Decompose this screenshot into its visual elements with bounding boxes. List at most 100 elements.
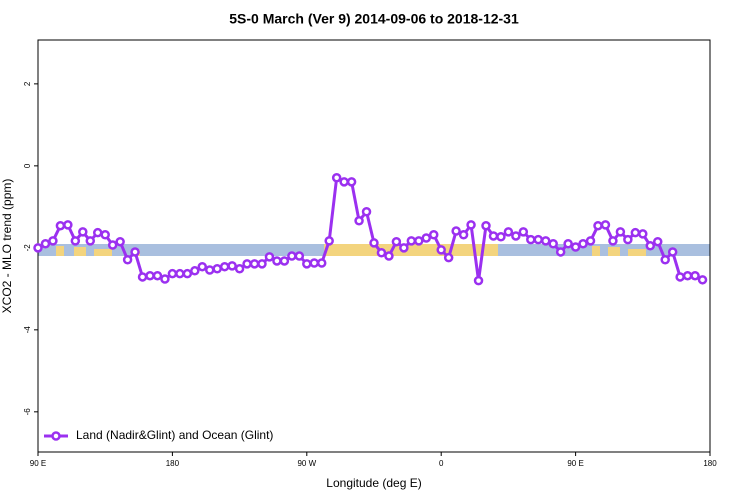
point [40, 238, 51, 249]
point [204, 265, 215, 275]
point [182, 268, 193, 279]
point [369, 238, 379, 248]
point [600, 220, 611, 230]
point [361, 207, 372, 217]
point [414, 236, 424, 246]
point [421, 233, 432, 243]
point [458, 229, 469, 240]
chart-title: 5S-0 March (Ver 9) 2014-09-06 to 2018-12… [229, 11, 519, 27]
point [384, 251, 394, 261]
point [63, 220, 73, 230]
point [78, 227, 88, 237]
x-tick-label: 180 [703, 459, 717, 468]
point [354, 216, 364, 226]
point [391, 236, 402, 247]
point [645, 241, 656, 251]
point [130, 247, 140, 257]
point [690, 270, 700, 281]
point [264, 252, 275, 262]
point [242, 259, 252, 269]
point [137, 272, 148, 282]
point [107, 240, 118, 250]
point [623, 234, 633, 245]
point [212, 264, 222, 274]
point [234, 264, 245, 274]
point [652, 236, 663, 247]
point [518, 227, 529, 237]
point [638, 229, 648, 239]
point [33, 243, 43, 253]
point [287, 251, 297, 261]
point [324, 236, 334, 246]
point [197, 261, 208, 272]
point [503, 227, 514, 237]
point [346, 177, 357, 187]
point [145, 270, 155, 281]
point [48, 236, 58, 246]
point [697, 275, 708, 285]
point [219, 261, 230, 272]
y-axis-label: XCO2 - MLO trend (ppm) [0, 179, 14, 314]
point [682, 270, 693, 281]
point [302, 259, 312, 269]
point [443, 252, 454, 263]
point [660, 254, 670, 265]
point [399, 243, 409, 253]
point [85, 236, 96, 246]
point [555, 247, 566, 257]
point [667, 247, 678, 257]
y-tick-label: -2 [23, 244, 32, 252]
point [615, 227, 626, 237]
point [675, 272, 685, 282]
point [540, 236, 551, 246]
point [466, 220, 476, 230]
point [436, 245, 446, 255]
point [570, 242, 581, 252]
x-tick-label: 90 W [297, 459, 316, 468]
legend-marker [51, 431, 61, 441]
point [526, 234, 536, 245]
point [511, 231, 521, 241]
point [294, 251, 305, 261]
point [488, 231, 499, 241]
x-tick-label: 0 [439, 459, 444, 468]
point [593, 220, 603, 231]
point [585, 236, 596, 246]
point [533, 234, 544, 245]
point [100, 229, 110, 240]
land-ocean-band [38, 244, 710, 256]
y-tick-label: 0 [23, 163, 32, 168]
point [115, 236, 125, 247]
point [630, 227, 641, 238]
point [376, 248, 387, 258]
legend-label: Land (Nadir&Glint) and Ocean (Glint) [76, 428, 273, 442]
point [563, 238, 573, 249]
point [70, 236, 81, 246]
point [257, 259, 267, 269]
point [160, 274, 170, 284]
point [92, 227, 103, 238]
point [548, 238, 558, 249]
point [55, 220, 66, 231]
point [227, 261, 237, 271]
x-axis-label: Longitude (deg E) [326, 476, 421, 490]
point [249, 259, 260, 269]
point [190, 266, 200, 276]
point [608, 236, 618, 246]
point [578, 238, 588, 249]
point [122, 254, 133, 265]
point [481, 220, 491, 231]
point [167, 268, 178, 279]
point [309, 258, 320, 268]
point [339, 177, 349, 187]
point [272, 256, 282, 266]
point [451, 226, 461, 236]
x-tick-label: 180 [166, 459, 180, 468]
point [331, 172, 342, 183]
y-tick-label: -6 [23, 408, 32, 416]
point [406, 236, 417, 246]
point [473, 275, 484, 286]
x-tick-label: 90 E [567, 459, 583, 468]
